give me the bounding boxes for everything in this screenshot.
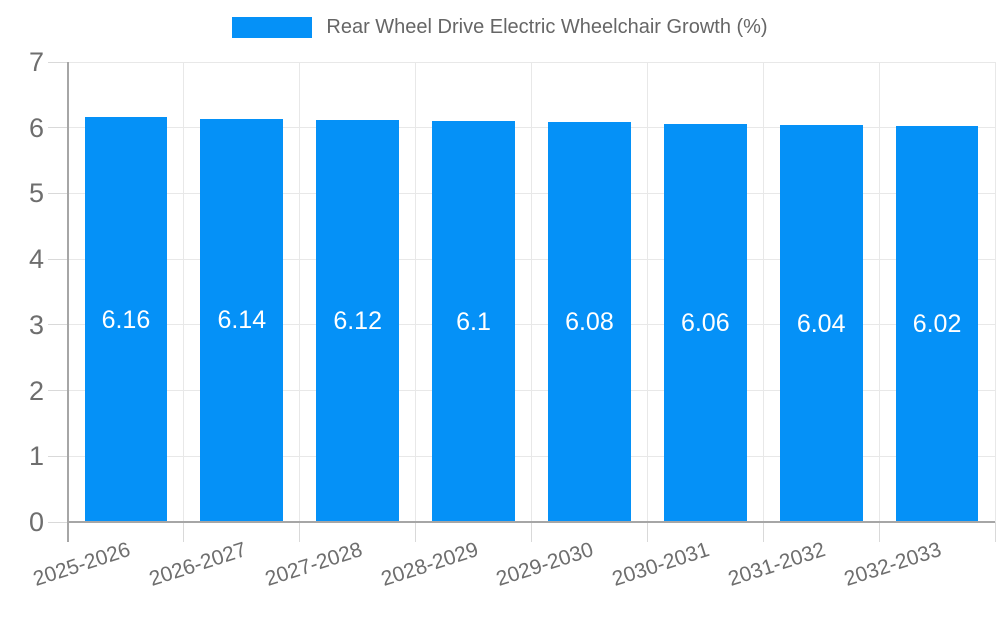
x-tick-mark [762,522,764,542]
bar-value-label: 6.06 [680,308,730,337]
x-axis-origin-tick-mark [67,522,69,542]
bar [316,119,400,521]
x-gridline [531,62,532,522]
y-tick-mark [48,521,68,523]
x-gridline [878,62,880,522]
x-gridline [183,62,185,522]
bar [779,125,863,521]
x-tick-mark [531,522,532,542]
y-axis-tick-label: 1 [28,441,44,472]
legend-label: Rear Wheel Drive Electric Wheelchair Gro… [326,16,768,38]
x-tick-mark [183,522,185,542]
chart-legend[interactable]: Rear Wheel Drive Electric Wheelchair Gro… [0,16,1000,39]
bar [84,117,168,521]
x-axis-line [67,521,995,523]
legend-swatch [232,17,313,38]
x-gridline [994,62,996,522]
bar-value-label: 6.16 [101,305,151,334]
x-tick-mark [646,522,648,542]
y-axis-tick-label: 2 [28,375,44,406]
y-axis-line [67,62,69,522]
bar-value-label: 6.14 [217,306,267,335]
x-gridline [762,62,764,522]
y-axis-tick-label: 6 [28,112,44,143]
bar-value-label: 6.12 [333,306,382,335]
bar-value-label: 6.02 [912,310,962,339]
bar-value-label: 6.1 [456,307,491,336]
y-tick-mark [48,258,68,260]
bar [200,118,284,521]
bar-chart-plot-area: 0 1 2 3 4 5 6 7 6.16 2025-2026 6.14 2026-2027 6.12 20… [28,47,996,591]
x-axis-tick-label: 2032-2033 [841,538,945,591]
bar [548,122,631,521]
y-axis-tick-label: 3 [28,309,44,340]
bar [663,123,747,521]
x-tick-mark [415,522,417,542]
y-axis-tick-label: 4 [28,244,44,275]
bar [895,126,979,521]
bar-value-label: 6.04 [796,309,846,338]
x-tick-mark [878,522,880,542]
x-gridline [415,62,417,522]
y-tick-mark [48,192,68,194]
y-axis-tick-label: 0 [28,507,44,537]
bar-value-label: 6.08 [565,308,614,337]
x-tick-mark [994,522,996,542]
y-tick-mark [48,390,68,392]
y-tick-mark [48,324,68,326]
x-tick-mark [299,522,301,542]
x-gridline [646,62,648,522]
bar [432,121,515,521]
x-gridline [299,62,301,522]
y-tick-mark [48,455,68,457]
y-tick-mark [48,127,68,129]
y-axis-tick-label: 7 [28,47,44,77]
y-tick-mark [48,61,68,63]
y-axis-tick-label: 5 [28,178,44,209]
